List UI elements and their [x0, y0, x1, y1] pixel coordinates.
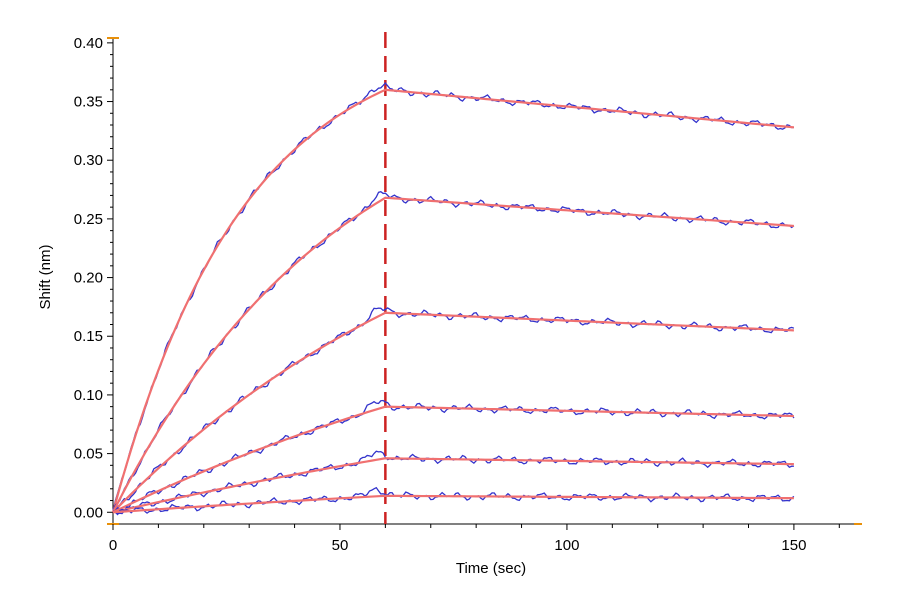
fit-curve-6: [112, 494, 794, 514]
fit-curve-2: [112, 196, 794, 513]
y-tick-label: 0.40: [74, 35, 103, 52]
y-axis-label: Shift (nm): [37, 244, 54, 309]
measured-trace-1: [112, 81, 794, 513]
y-tick-label: 0.35: [74, 94, 103, 111]
fit-curve-4: [112, 405, 794, 514]
series-layer: [111, 81, 795, 516]
measured-trace-6: [113, 486, 795, 516]
x-tick-label: 100: [554, 537, 579, 554]
x-tick-label: 0: [109, 537, 117, 554]
y-tick-label: 0.00: [74, 504, 103, 521]
y-tick-label: 0.30: [74, 152, 103, 169]
y-tick-label: 0.05: [74, 446, 103, 463]
y-tick-label: 0.25: [74, 211, 103, 228]
y-tick-label: 0.10: [74, 387, 103, 404]
y-tick-label: 0.15: [74, 328, 103, 345]
x-tick-label: 50: [332, 537, 349, 554]
fit-curve-1: [111, 88, 795, 513]
measured-trace-3: [112, 307, 795, 513]
y-tick-label: 0.20: [74, 270, 103, 287]
fit-curve-5: [112, 457, 794, 514]
x-tick-label: 150: [781, 537, 806, 554]
x-axis-label: Time (sec): [456, 560, 526, 577]
axes: 0.00 0.05 0.10 0.15 0.20 0.25 0.30 0.35 0.40 0 50 1…: [74, 35, 862, 554]
fit-curve-3: [112, 311, 794, 514]
